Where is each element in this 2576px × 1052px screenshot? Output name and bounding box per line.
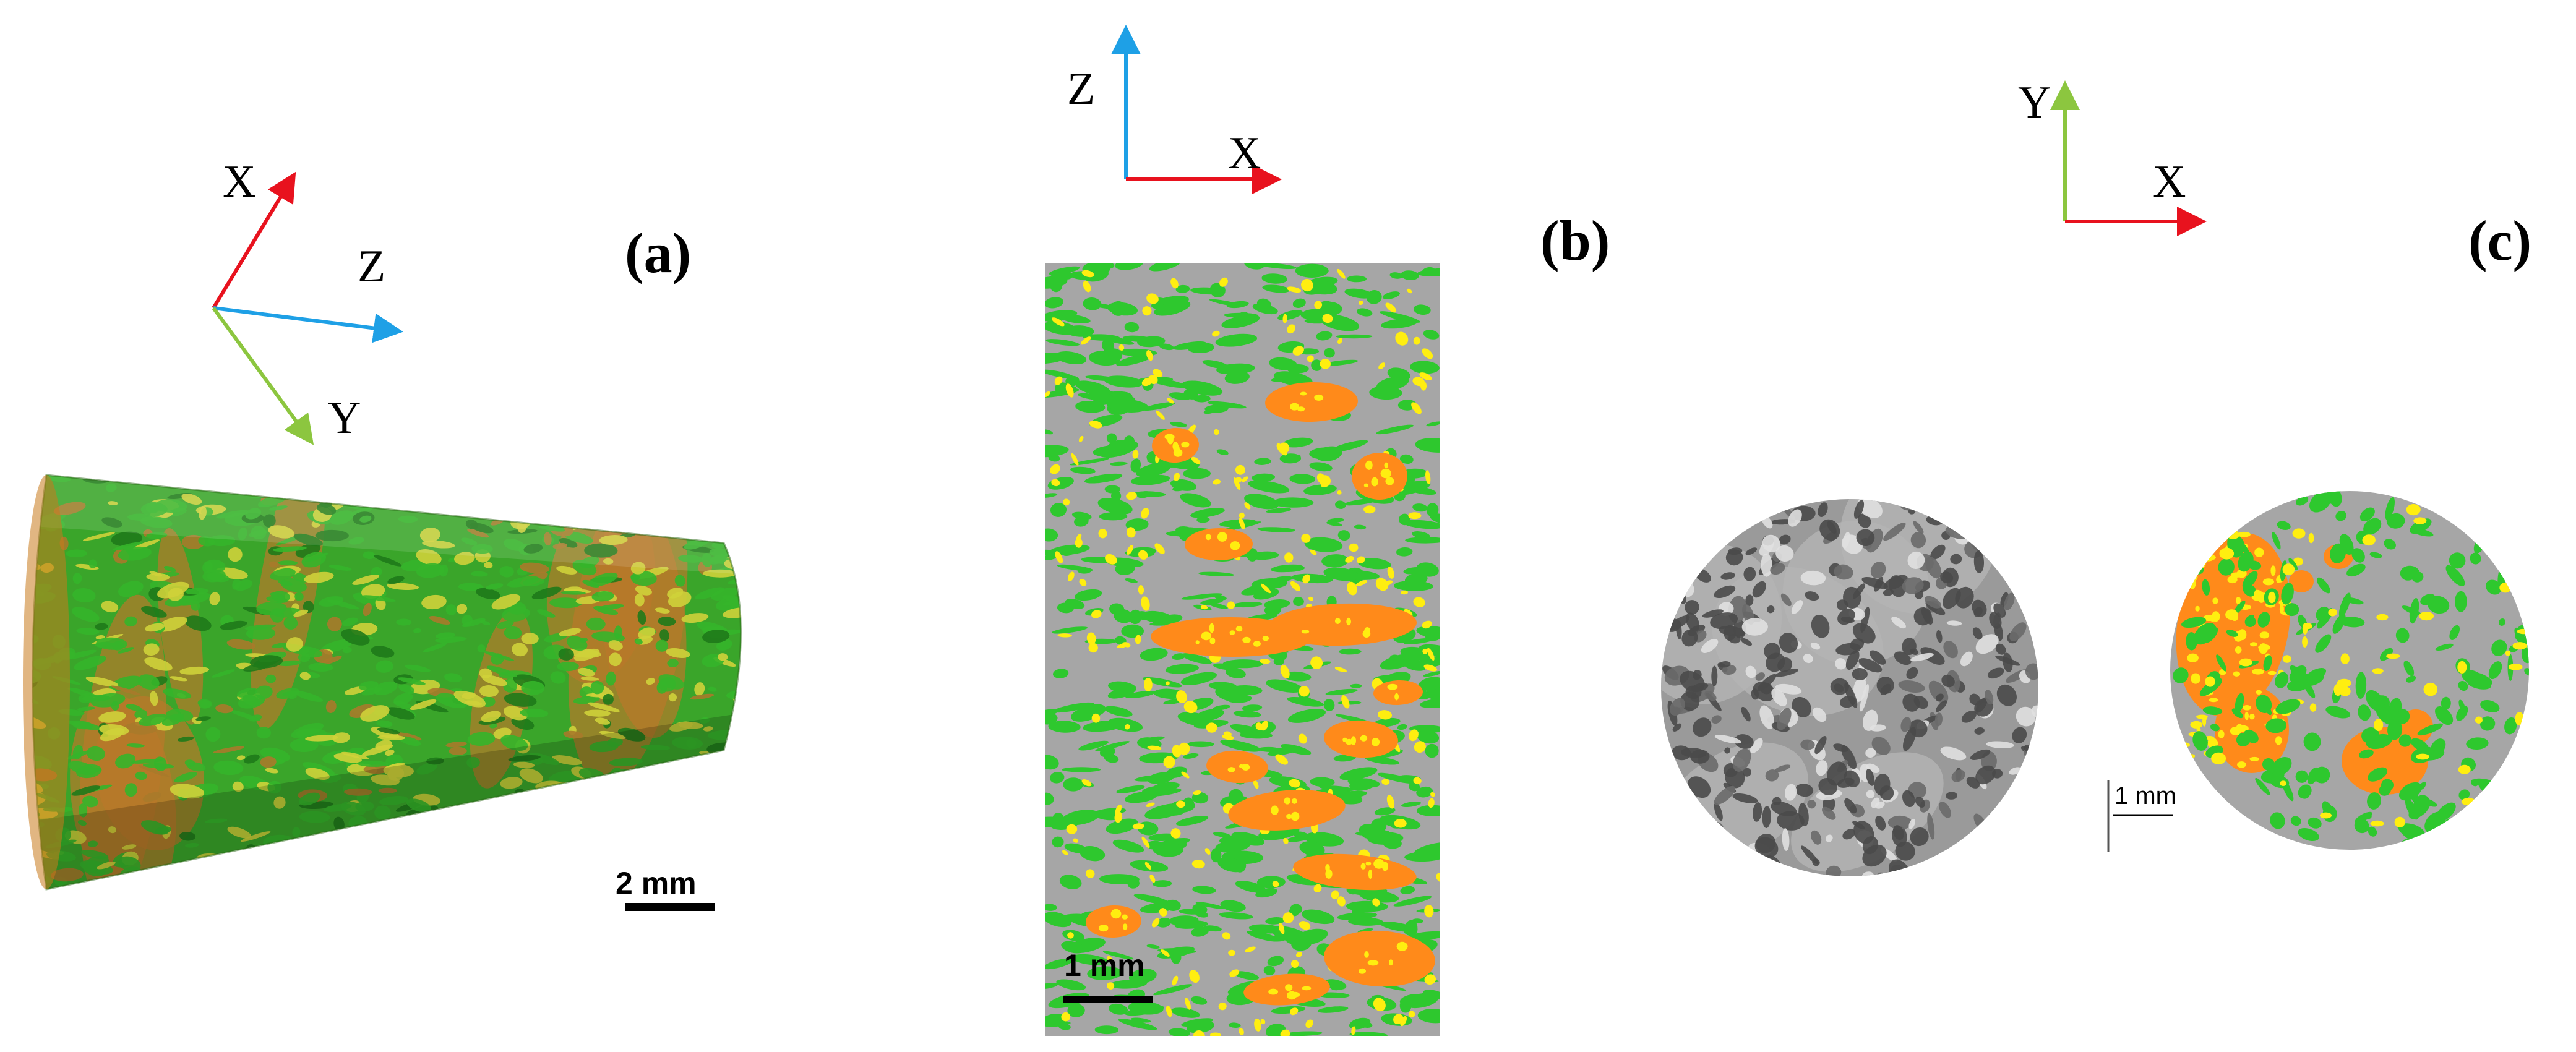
panel-c: Y X (c) 1 mm (1661, 77, 2531, 876)
y-axis-arrow (212, 307, 314, 445)
scale-bar-label-c: 1 mm (2114, 782, 2176, 810)
segmented-ct-slice (2170, 491, 2529, 850)
z-axis-arrow (213, 306, 403, 343)
panel-label-b: (b) (1540, 209, 1610, 272)
x-axis-label: X (1228, 128, 1261, 179)
grayscale-ct-slice (1661, 499, 2038, 876)
z-axis-label: Z (358, 241, 385, 292)
longitudinal-segmented-slice (1045, 263, 1440, 1036)
axis-triad-b: Z X (1067, 25, 1282, 194)
x-axis-arrow (212, 171, 296, 309)
axis-triad-c: Y X (2018, 77, 2207, 236)
z-axis-label: Z (1067, 64, 1095, 114)
y-axis-label: Y (328, 393, 361, 443)
cylinder-3d-render (23, 474, 742, 891)
scale-bar-label-b: 1 mm (1064, 948, 1145, 983)
scale-bar-a: 2 mm (616, 866, 715, 911)
y-axis-label: Y (2018, 77, 2051, 128)
panel-b: Z X (b) 1 mm (1045, 25, 1610, 1036)
x-axis-label: X (223, 156, 255, 207)
scale-bar-label-a: 2 mm (616, 866, 697, 900)
x-axis-label: X (2153, 156, 2186, 207)
panel-label-a: (a) (625, 221, 691, 284)
scale-bar-c: 1 mm (2107, 780, 2176, 852)
panel-a: X Z Y (a) 2 mm (23, 156, 742, 911)
scale-bar-b: 1 mm (1063, 948, 1153, 1003)
axis-triad-a: X Z Y (212, 156, 403, 445)
panel-label-c: (c) (2468, 209, 2531, 272)
